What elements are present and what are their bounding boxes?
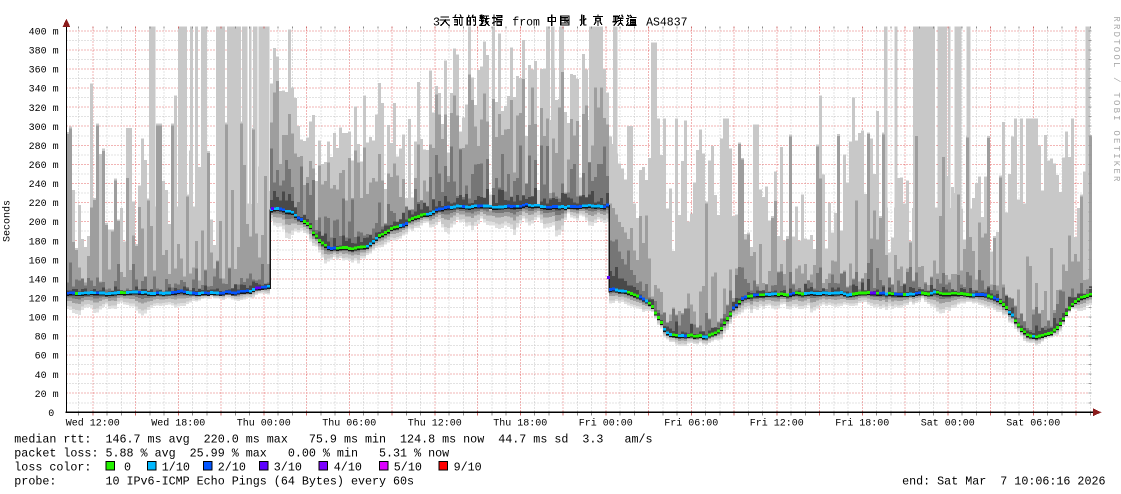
svg-text:80 m: 80 m [35,333,59,344]
svg-text:RRDTOOL / TOBI OETIKER: RRDTOOL / TOBI OETIKER [1111,16,1121,183]
svg-text:Wed 18:00: Wed 18:00 [151,418,205,430]
svg-text:Wed 12:00: Wed 12:00 [66,418,120,430]
svg-text:Thu 12:00: Thu 12:00 [408,418,462,430]
svg-text:4/10: 4/10 [334,461,362,475]
svg-text:Fri 12:00: Fri 12:00 [750,418,804,430]
svg-text:Fri 00:00: Fri 00:00 [579,418,633,430]
svg-text:180 m: 180 m [29,237,59,248]
svg-text:AS4837: AS4837 [646,16,687,29]
svg-text:Thu 18:00: Thu 18:00 [493,418,547,430]
svg-text:200 m: 200 m [29,218,59,229]
svg-text:3: 3 [433,16,440,29]
svg-text:360 m: 360 m [29,66,59,77]
svg-text:Fri 06:00: Fri 06:00 [664,418,718,430]
svg-text:packet loss: 5.88 % avg 25.99: packet loss: 5.88 % avg 25.99 % max 0.00… [14,447,449,461]
svg-text:320 m: 320 m [29,104,59,115]
svg-text:40 m: 40 m [35,371,59,382]
svg-text:260 m: 260 m [29,161,59,172]
svg-text:Sat 00:00: Sat 00:00 [921,419,975,430]
svg-text:160 m: 160 m [29,256,59,267]
svg-text:2/10: 2/10 [218,461,246,475]
svg-text:0: 0 [48,409,54,420]
svg-text:end: Sat Mar 7 10:06:16 2026: end: Sat Mar 7 10:06:16 2026 [902,475,1105,489]
svg-text:Fri 18:00: Fri 18:00 [835,418,889,430]
svg-text:340 m: 340 m [29,85,59,96]
svg-text:Seconds: Seconds [2,200,14,242]
svg-text:from: from [512,16,540,29]
svg-text:280 m: 280 m [29,142,59,153]
svg-text:Sat 06:00: Sat 06:00 [1006,419,1060,430]
svg-text:3/10: 3/10 [274,461,302,475]
svg-text:60 m: 60 m [35,352,59,363]
svg-text:1/10: 1/10 [162,461,190,475]
svg-text:Thu 00:00: Thu 00:00 [237,418,291,430]
svg-text:220 m: 220 m [29,199,59,210]
svg-text:120 m: 120 m [29,295,59,306]
svg-text:240 m: 240 m [29,180,59,191]
svg-text:100 m: 100 m [29,314,59,325]
svg-text:0: 0 [124,461,131,475]
svg-text:400 m: 400 m [29,28,59,39]
svg-text:380 m: 380 m [29,47,59,58]
svg-text:probe: 10 IPv6-ICMP Echo: probe: 10 IPv6-ICMP Echo Pings (64 Bytes… [14,475,414,489]
svg-text:5/10: 5/10 [394,461,422,475]
svg-text:300 m: 300 m [29,123,59,134]
svg-text:Thu 06:00: Thu 06:00 [322,418,376,430]
svg-text:loss color:: loss color: [14,461,91,475]
svg-text:140 m: 140 m [29,275,59,286]
svg-text:median rtt: 146.7 ms avg 220: median rtt: 146.7 ms avg 220.0 ms max 75… [14,433,652,447]
svg-text:9/10: 9/10 [454,461,482,475]
svg-text:20 m: 20 m [35,390,59,401]
